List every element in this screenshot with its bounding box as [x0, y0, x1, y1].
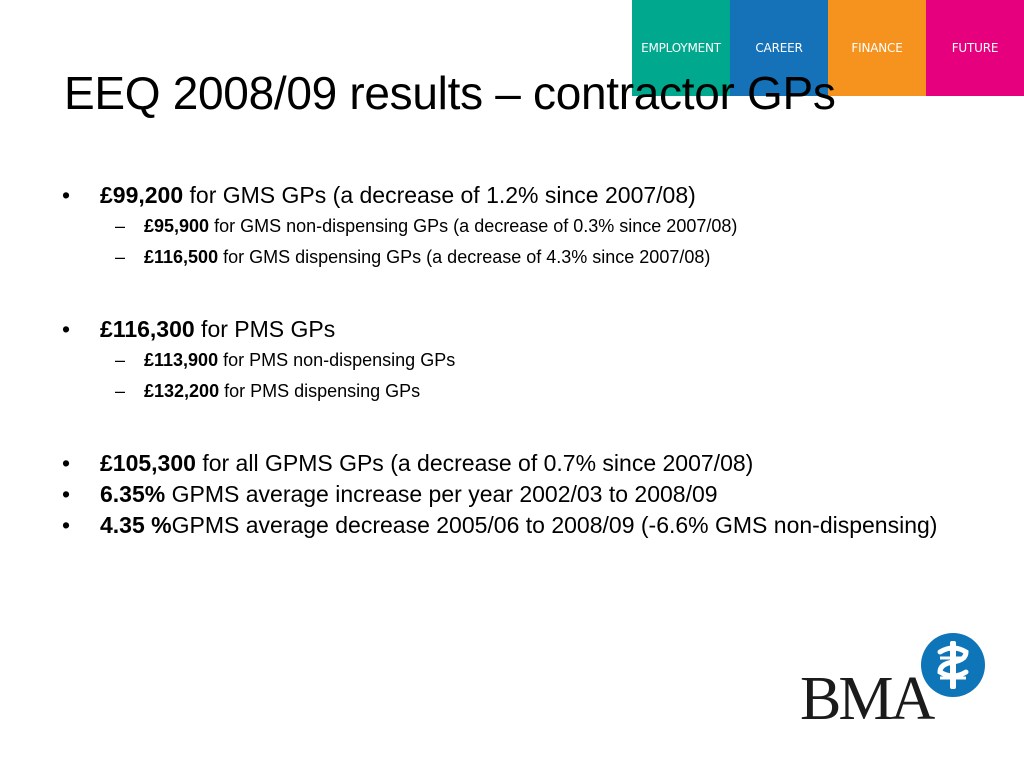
- sub-bullet-text: for GMS dispensing GPs (a decrease of 4.…: [218, 247, 711, 267]
- bullet-pms: • £116,300 for PMS GPs: [62, 314, 962, 345]
- bullet-value: 6.35%: [100, 481, 166, 507]
- bullet-text: GPMS average decrease 2005/06 to 2008/09…: [171, 512, 938, 538]
- sub-bullet-text: for GMS non-dispensing GPs (a decrease o…: [209, 216, 738, 236]
- sub-bullet-pms-non-dispensing: – £113,900 for PMS non-dispensing GPs: [62, 345, 962, 376]
- bullet-marker: •: [62, 316, 71, 342]
- bullet-value: £116,300: [100, 316, 195, 342]
- bullet-value: 4.35 %: [100, 512, 172, 538]
- bullet-gms: • £99,200 for GMS GPs (a decrease of 1.2…: [62, 180, 962, 211]
- sub-bullet-text: for PMS dispensing GPs: [219, 381, 421, 401]
- bma-logo: BMA: [800, 632, 990, 732]
- sub-bullet-marker: –: [115, 247, 126, 267]
- bullet-marker: •: [62, 450, 71, 476]
- bma-caduceus-icon: [920, 632, 986, 703]
- bullet-text: GPMS average increase per year 2002/03 t…: [165, 481, 718, 507]
- bullet-text: for PMS GPs: [194, 316, 336, 342]
- bma-logo-text: BMA: [800, 665, 935, 733]
- spacer: [62, 407, 962, 448]
- slide-body: • £99,200 for GMS GPs (a decrease of 1.2…: [62, 180, 962, 541]
- bullet-gpms-decrease: • 4.35 %GPMS average decrease 2005/06 to…: [62, 510, 962, 541]
- bullet-marker: •: [62, 512, 71, 538]
- sub-bullet-gms-non-dispensing: – £95,900 for GMS non-dispensing GPs (a …: [62, 211, 962, 242]
- bullet-text: for GMS GPs (a decrease of 1.2% since 20…: [183, 182, 696, 208]
- sub-bullet-gms-dispensing: – £116,500 for GMS dispensing GPs (a dec…: [62, 242, 962, 273]
- tab-career[interactable]: CAREER: [730, 0, 828, 96]
- tab-employment[interactable]: EMPLOYMENT: [632, 0, 730, 96]
- bullet-text: for all GPMS GPs (a decrease of 0.7% sin…: [195, 450, 754, 476]
- sub-bullet-marker: –: [115, 381, 126, 401]
- bullet-marker: •: [62, 481, 71, 507]
- sub-bullet-text: for PMS non-dispensing GPs: [218, 350, 456, 370]
- sub-bullet-marker: –: [115, 350, 126, 370]
- tab-finance[interactable]: FINANCE: [828, 0, 926, 96]
- sub-bullet-marker: –: [115, 216, 126, 236]
- bullet-value: £99,200: [100, 182, 184, 208]
- section-tabs: EMPLOYMENT CAREER FINANCE FUTURE: [632, 0, 1024, 96]
- bullet-gpms-all: • £105,300 for all GPMS GPs (a decrease …: [62, 448, 962, 479]
- sub-bullet-value: £113,900: [144, 350, 219, 370]
- sub-bullet-value: £95,900: [144, 216, 210, 236]
- sub-bullet-value: £116,500: [144, 247, 219, 267]
- tab-future[interactable]: FUTURE: [926, 0, 1024, 96]
- sub-bullet-pms-dispensing: – £132,200 for PMS dispensing GPs: [62, 376, 962, 407]
- bullet-value: £105,300: [100, 450, 196, 476]
- slide-title: EEQ 2008/09 results – contractor GPs: [64, 67, 836, 119]
- bullet-gpms-increase: • 6.35% GPMS average increase per year 2…: [62, 479, 962, 510]
- sub-bullet-value: £132,200: [144, 381, 220, 401]
- spacer: [62, 273, 962, 314]
- bullet-marker: •: [62, 182, 71, 208]
